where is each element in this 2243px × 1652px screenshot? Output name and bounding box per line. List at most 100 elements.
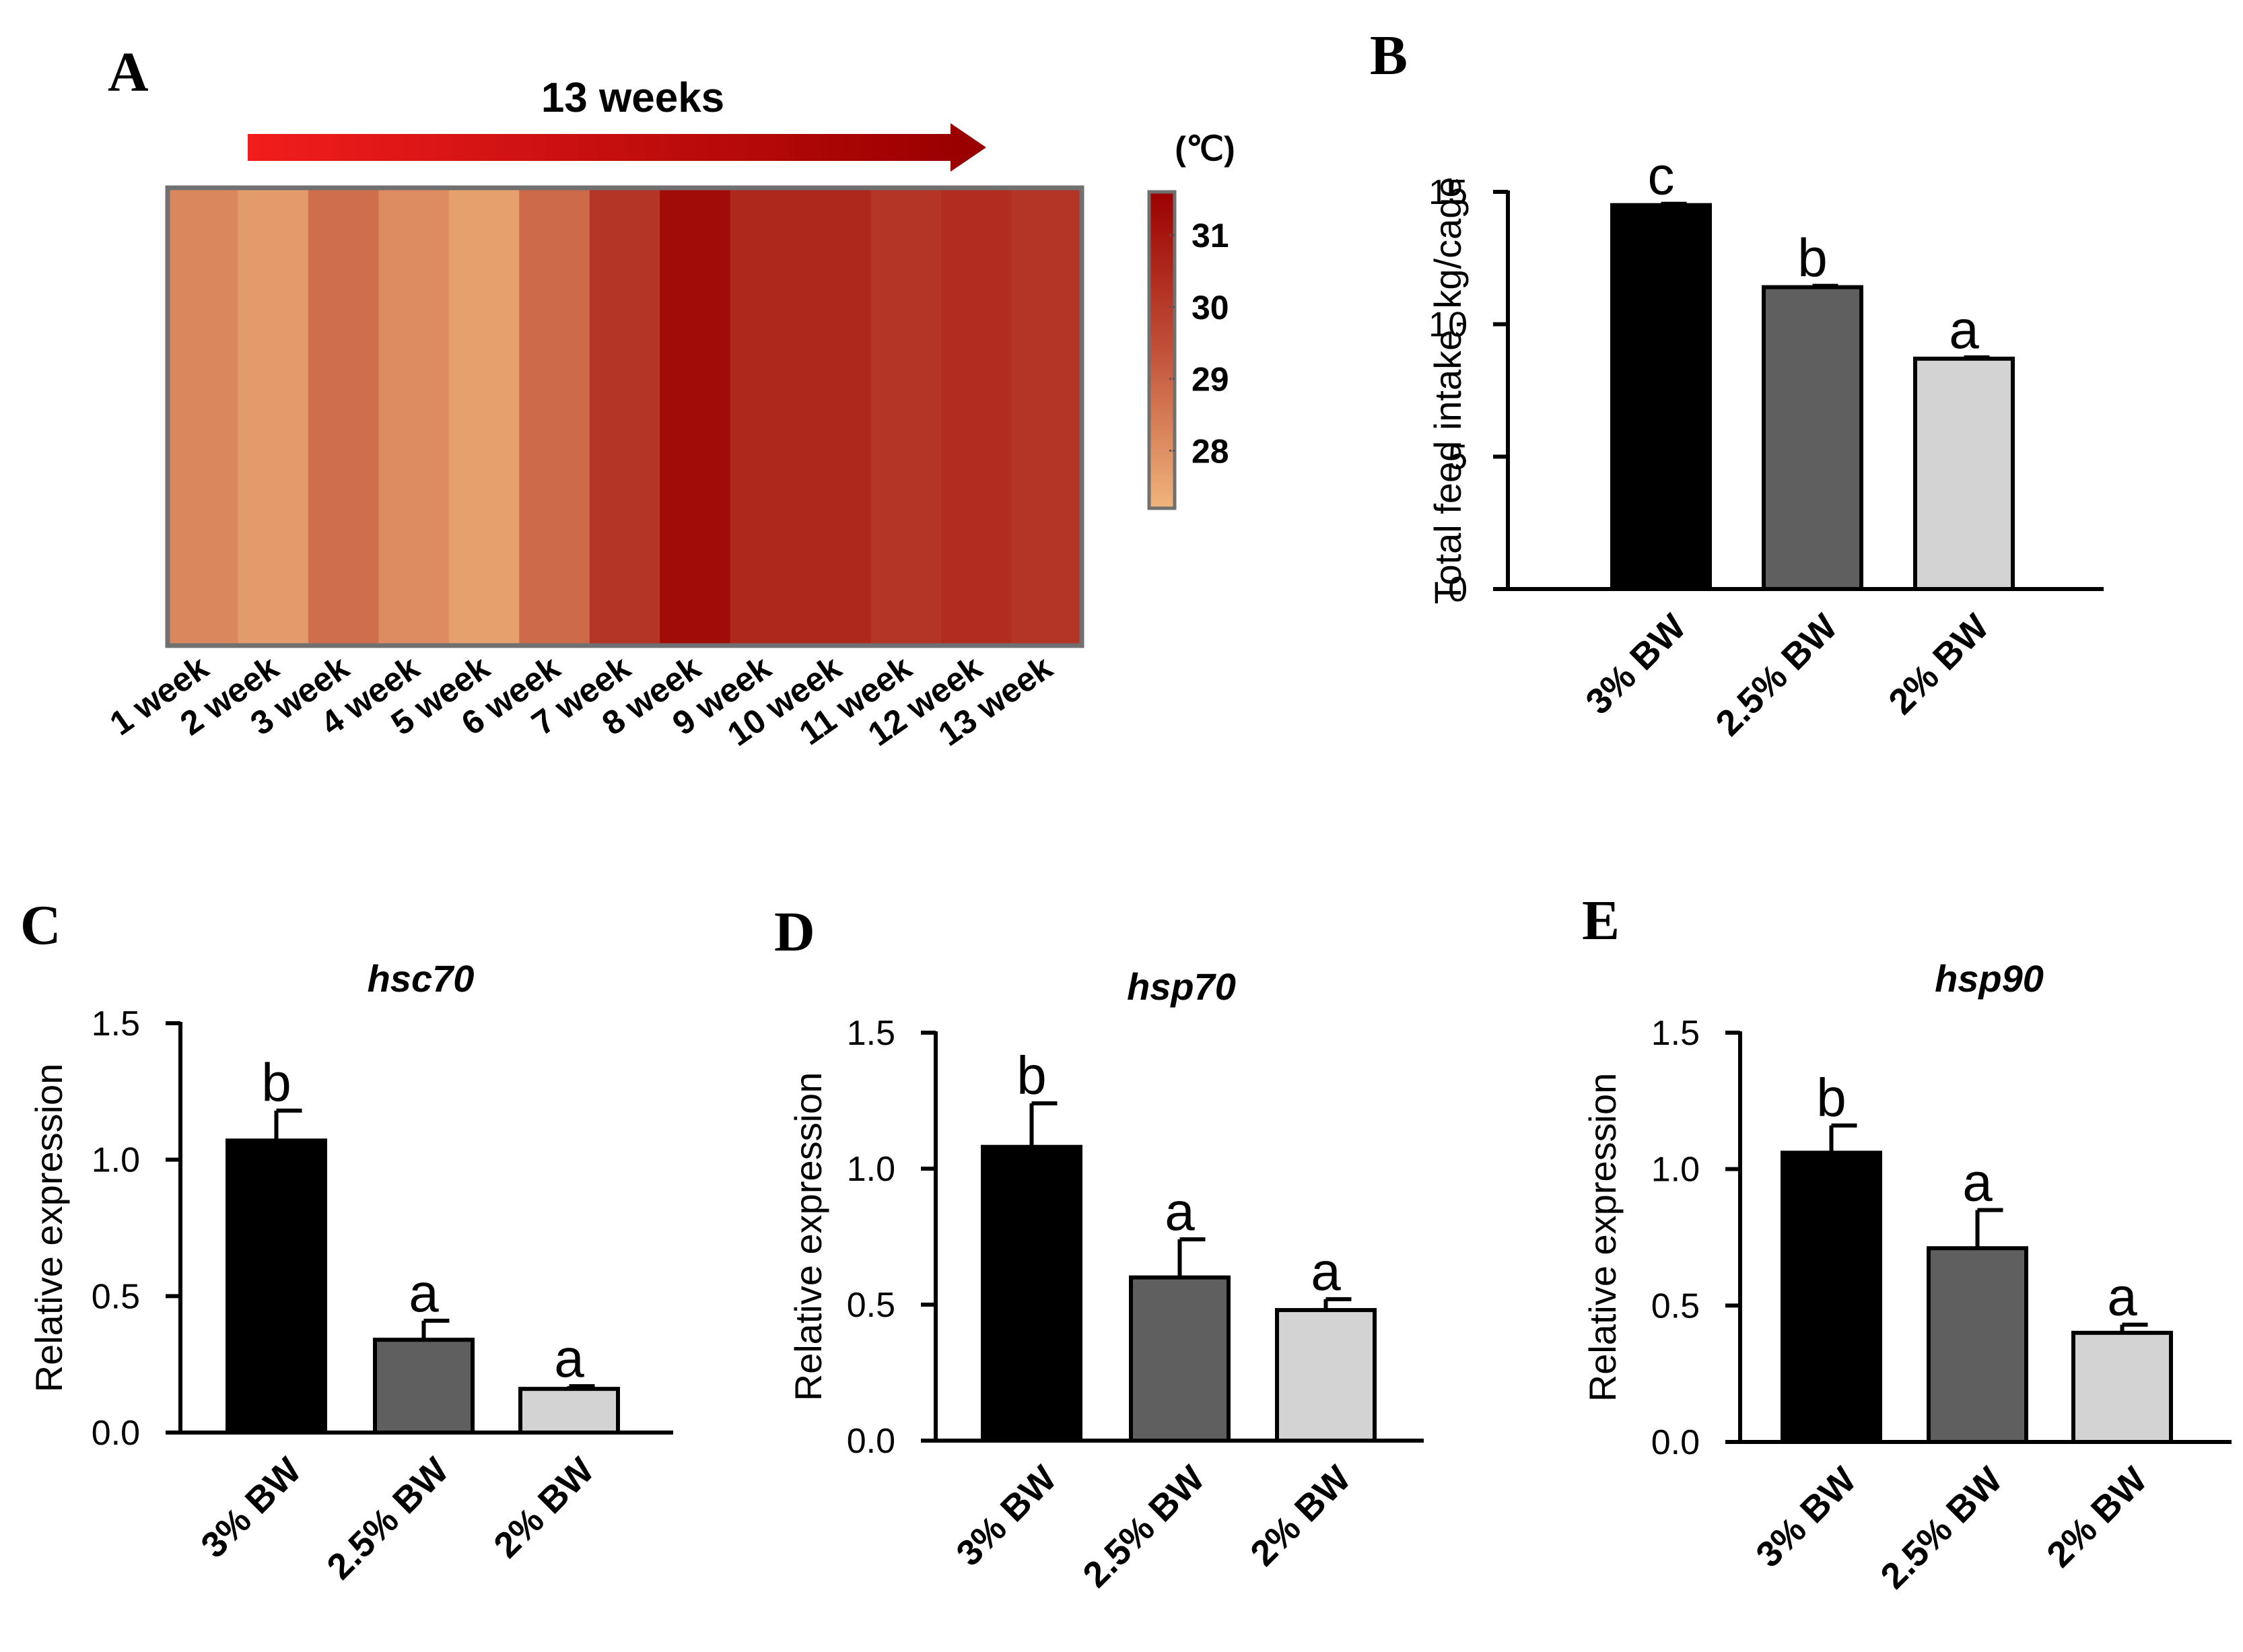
panel-letter-a: A bbox=[108, 41, 149, 104]
chart-b-y-tick-label-3: 15 bbox=[1428, 173, 1468, 212]
heatmap-cell-4-week bbox=[378, 188, 450, 646]
chart-c-category-label-3-bw: 3% BW bbox=[193, 1450, 309, 1566]
chart-b-category-label-3-bw: 3% BW bbox=[1578, 607, 1694, 722]
gene-title-hsp70: hsp70 bbox=[1127, 965, 1236, 1008]
heatmap-cell-8-week bbox=[660, 188, 731, 646]
y-axis-title-e: Relative expression bbox=[1581, 1073, 1624, 1402]
scale-tick-label-28: 28 bbox=[1192, 433, 1229, 471]
chart-e-y-tick-label-3: 1.5 bbox=[1651, 1014, 1700, 1053]
chart-d-y-tick-label-0: 0.0 bbox=[847, 1422, 895, 1461]
gene-title-hsp90: hsp90 bbox=[1935, 957, 2044, 1000]
chart-b-sig-letter-2-5-bw: b bbox=[1797, 228, 1828, 288]
arrow-label: 13 weeks bbox=[541, 75, 724, 121]
heatmap-cell-12-week bbox=[941, 188, 1012, 646]
heatmap-cell-3-week bbox=[308, 188, 380, 646]
chart-d-sig-letter-2-bw: a bbox=[1311, 1241, 1341, 1301]
chart-d-bar-3-bw bbox=[981, 1144, 1082, 1443]
y-axis-title-d: Relative expression bbox=[787, 1072, 829, 1402]
chart-c-y-tick-label-1: 0.5 bbox=[92, 1277, 140, 1316]
color-scale-ticks: 31 30 29 28 bbox=[1169, 217, 1229, 471]
chart-d-y-tick-label-3: 1.5 bbox=[847, 1014, 895, 1053]
chart-e-category-label-3-bw: 3% BW bbox=[1748, 1459, 1864, 1575]
bar-chart-c: 0.0 0.5 1.0 1.5 b 3% BW a 2.5% BW a 2% BW bbox=[92, 1004, 673, 1587]
panel-c-hsc70: C hsc70 Relative expression 0.0 0.5 1.0 1.5… bbox=[20, 894, 673, 1587]
panel-letter-d: D bbox=[774, 901, 815, 963]
chart-e-y-tick-label-0: 0.0 bbox=[1651, 1423, 1700, 1462]
scale-unit-label: (℃) bbox=[1175, 130, 1235, 168]
chart-d-sig-letter-3-bw: b bbox=[1016, 1045, 1047, 1105]
chart-e-sig-letter-2-bw: a bbox=[2107, 1267, 2137, 1327]
chart-c-bar-2-5-bw bbox=[373, 1338, 475, 1435]
chart-d-category-label-2-5-bw: 2.5% BW bbox=[1075, 1458, 1212, 1595]
chart-d-y-tick-label-1: 0.5 bbox=[847, 1286, 895, 1325]
chart-b-y-tick-label-0: 0 bbox=[1448, 570, 1468, 609]
chart-e-bar-2-bw bbox=[2071, 1330, 2173, 1445]
panel-d-hsp70: D hsp70 Relative expression 0.0 0.5 1.0 1.5… bbox=[774, 901, 1424, 1595]
bar-chart-e: 0.0 0.5 1.0 1.5 b 3% BW a 2.5% BW a 2% BW bbox=[1651, 1014, 2232, 1597]
y-axis-title-b: Total feed intake, kg/cage bbox=[1426, 176, 1469, 604]
chart-d-y-tick-label-2: 1.0 bbox=[847, 1150, 895, 1189]
chart-c-category-label-2-5-bw: 2.5% BW bbox=[319, 1450, 456, 1587]
heatmap-cell-6-week bbox=[519, 188, 590, 646]
chart-c-bar-2-bw bbox=[518, 1387, 620, 1435]
chart-e-bar-3-bw bbox=[1781, 1150, 1882, 1444]
heatmap-cells bbox=[168, 188, 1082, 646]
chart-d-category-label-3-bw: 3% BW bbox=[948, 1458, 1064, 1574]
chart-e-sig-letter-3-bw: b bbox=[1816, 1068, 1847, 1128]
chart-b-category-label-2-5-bw: 2.5% BW bbox=[1708, 607, 1845, 744]
chart-b-bar-2-bw bbox=[1913, 356, 2015, 591]
chart-e-sig-letter-2-5-bw: a bbox=[1962, 1152, 1993, 1212]
scale-tick-label-30: 30 bbox=[1192, 289, 1229, 326]
heatmap-cell-10-week bbox=[800, 188, 872, 646]
chart-d-category-label-2-bw: 2% BW bbox=[1243, 1458, 1358, 1574]
gene-title-hsc70: hsc70 bbox=[368, 957, 475, 1000]
chart-b-bar-2-5-bw bbox=[1762, 285, 1863, 591]
chart-c-y-tick-label-3: 1.5 bbox=[92, 1004, 140, 1043]
bar-chart-d: 0.0 0.5 1.0 1.5 b 3% BW a 2.5% BW a 2% BW bbox=[847, 1014, 1424, 1595]
panel-b-feed-intake: B Total feed intake, kg/cage 0 5 10 15 c 3% B… bbox=[1370, 24, 2104, 744]
chart-b-y-tick-label-2: 10 bbox=[1428, 306, 1468, 345]
heatmap-cell-2-week bbox=[238, 188, 309, 646]
duration-arrow bbox=[248, 134, 955, 161]
heatmap-cell-7-week bbox=[589, 188, 661, 646]
chart-c-bar-3-bw bbox=[226, 1138, 327, 1435]
chart-c-sig-letter-3-bw: b bbox=[261, 1053, 291, 1113]
chart-e-y-tick-label-2: 1.0 bbox=[1651, 1150, 1700, 1190]
chart-c-sig-letter-2-bw: a bbox=[554, 1328, 584, 1388]
chart-e-category-label-2-5-bw: 2.5% BW bbox=[1873, 1459, 2010, 1597]
heatmap-cell-1-week bbox=[168, 188, 239, 646]
panel-letter-e: E bbox=[1582, 889, 1620, 952]
heatmap-cell-9-week bbox=[730, 188, 801, 646]
chart-e-category-label-2-bw: 2% BW bbox=[2039, 1459, 2155, 1575]
panel-e-hsp90: E hsp90 Relative expression 0.0 0.5 1.0 1.5… bbox=[1581, 889, 2232, 1597]
chart-b-bar-3-bw bbox=[1610, 203, 1712, 591]
chart-c-sig-letter-2-5-bw: a bbox=[409, 1263, 439, 1323]
chart-d-bar-2-bw bbox=[1275, 1308, 1377, 1443]
duration-arrow-head bbox=[951, 123, 986, 172]
chart-c-category-label-2-bw: 2% BW bbox=[486, 1450, 602, 1566]
heatmap-border bbox=[165, 185, 1084, 648]
panel-letter-c: C bbox=[20, 894, 61, 957]
bar-chart-b: 0 5 10 15 c 3% BW b 2.5% BW a 2% BW bbox=[1428, 146, 2104, 744]
chart-b-sig-letter-3-bw: c bbox=[1648, 146, 1675, 206]
heatmap-cell-13-week bbox=[1011, 188, 1082, 646]
scale-tick-label-31: 31 bbox=[1192, 217, 1229, 254]
chart-d-sig-letter-2-5-bw: a bbox=[1165, 1181, 1195, 1241]
panel-letter-b: B bbox=[1370, 24, 1408, 87]
heatmap-cell-5-week bbox=[448, 188, 520, 646]
color-scale-bar bbox=[1147, 190, 1177, 510]
chart-b-y-tick-label-1: 5 bbox=[1448, 438, 1468, 477]
chart-d-bar-2-5-bw bbox=[1129, 1275, 1231, 1443]
scale-tick-label-29: 29 bbox=[1192, 361, 1229, 399]
chart-c-y-tick-label-2: 1.0 bbox=[92, 1141, 140, 1180]
chart-e-y-tick-label-1: 0.5 bbox=[1651, 1286, 1700, 1326]
chart-b-sig-letter-2-bw: a bbox=[1949, 300, 1979, 359]
y-axis-title-c: Relative expression bbox=[28, 1064, 70, 1393]
chart-c-y-tick-label-0: 0.0 bbox=[92, 1414, 140, 1453]
heatmap-cell-11-week bbox=[870, 188, 942, 646]
chart-e-bar-2-5-bw bbox=[1927, 1246, 2028, 1445]
chart-b-category-label-2-bw: 2% BW bbox=[1881, 607, 1997, 722]
